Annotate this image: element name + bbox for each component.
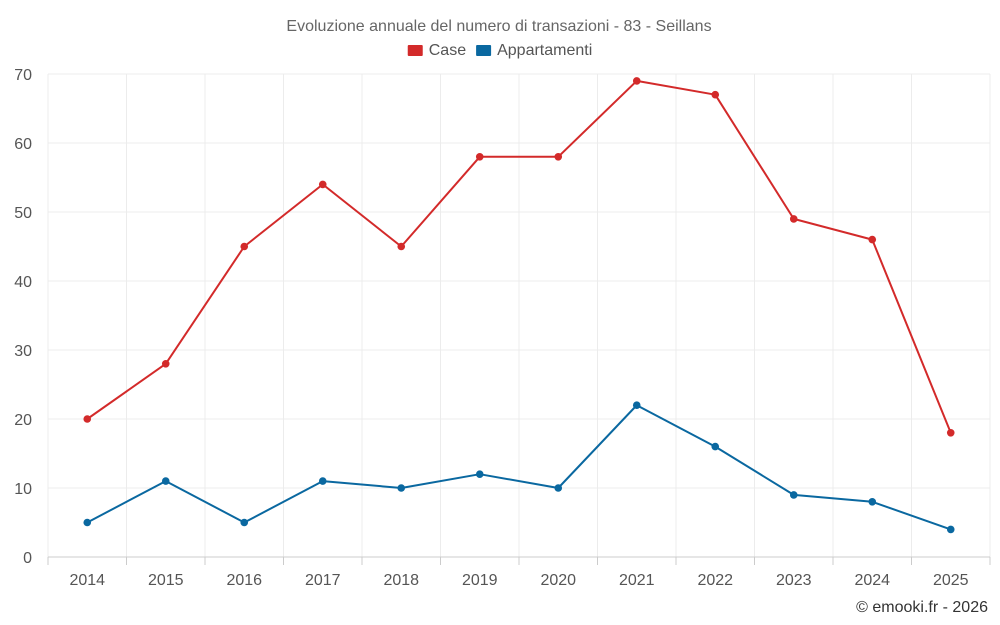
legend-label: Appartamenti bbox=[497, 42, 592, 59]
x-axis: 2014 2015 2016 2017 2018 2019 2020 2021 2022 2023… bbox=[47, 556, 991, 589]
data-point[interactable] bbox=[240, 242, 249, 251]
legend-label: Case bbox=[429, 42, 466, 59]
data-point[interactable] bbox=[475, 153, 484, 161]
grid bbox=[47, 73, 991, 557]
legend-item-appartamenti[interactable]: Appartamenti bbox=[476, 42, 592, 59]
legend-swatch bbox=[476, 45, 492, 56]
x-tick-label: 2019 bbox=[462, 572, 498, 589]
data-point[interactable] bbox=[632, 77, 641, 85]
data-point[interactable] bbox=[711, 90, 720, 99]
legend-item-case[interactable]: Case bbox=[407, 42, 466, 59]
y-axis: 0 10 20 30 40 50 60 70 bbox=[14, 67, 32, 567]
y-tick-label: 0 bbox=[23, 550, 32, 567]
y-tick-label: 60 bbox=[14, 136, 32, 153]
data-point[interactable] bbox=[240, 518, 249, 527]
data-point[interactable] bbox=[946, 429, 955, 437]
x-tick-label: 2017 bbox=[305, 572, 341, 589]
data-point[interactable] bbox=[554, 153, 563, 161]
series-line bbox=[86, 79, 952, 434]
legend: Case Appartamenti bbox=[407, 42, 592, 59]
data-point[interactable] bbox=[868, 498, 877, 506]
y-tick-label: 70 bbox=[14, 67, 32, 84]
x-tick-label: 2023 bbox=[776, 572, 812, 589]
y-tick-label: 10 bbox=[14, 481, 32, 498]
y-tick-label: 40 bbox=[14, 274, 32, 291]
x-tick-label: 2015 bbox=[148, 572, 184, 589]
series-layer bbox=[83, 77, 955, 534]
data-point[interactable] bbox=[475, 470, 484, 479]
chart-title: Evoluzione annuale del numero di transaz… bbox=[286, 18, 711, 35]
data-point[interactable] bbox=[711, 442, 720, 451]
credit-text: © emooki.fr - 2026 bbox=[856, 599, 988, 616]
data-point[interactable] bbox=[789, 215, 798, 223]
y-tick-label: 20 bbox=[14, 412, 32, 429]
y-tick-label: 30 bbox=[14, 343, 32, 360]
data-point[interactable] bbox=[554, 484, 563, 492]
x-tick-label: 2022 bbox=[697, 572, 733, 589]
legend-swatch bbox=[407, 45, 423, 56]
series-line bbox=[86, 404, 952, 531]
data-point[interactable] bbox=[397, 242, 406, 251]
data-point[interactable] bbox=[397, 484, 406, 492]
data-point[interactable] bbox=[632, 401, 641, 410]
data-point[interactable] bbox=[161, 360, 170, 368]
series-case bbox=[83, 77, 955, 437]
x-tick-label: 2014 bbox=[69, 572, 105, 589]
data-point[interactable] bbox=[946, 525, 955, 534]
data-point[interactable] bbox=[161, 477, 170, 485]
y-tick-label: 50 bbox=[14, 205, 32, 222]
x-tick-label: 2018 bbox=[383, 572, 419, 589]
data-point[interactable] bbox=[83, 415, 92, 423]
x-tick-label: 2016 bbox=[226, 572, 262, 589]
data-point[interactable] bbox=[83, 518, 92, 527]
x-tick-label: 2024 bbox=[854, 572, 890, 589]
x-tick-label: 2025 bbox=[933, 572, 969, 589]
data-point[interactable] bbox=[318, 477, 327, 485]
series-appartamenti bbox=[83, 401, 955, 534]
data-point[interactable] bbox=[789, 491, 798, 499]
x-tick-label: 2021 bbox=[619, 572, 655, 589]
x-tick-label: 2020 bbox=[540, 572, 576, 589]
data-point[interactable] bbox=[868, 235, 877, 244]
data-point[interactable] bbox=[318, 180, 327, 189]
